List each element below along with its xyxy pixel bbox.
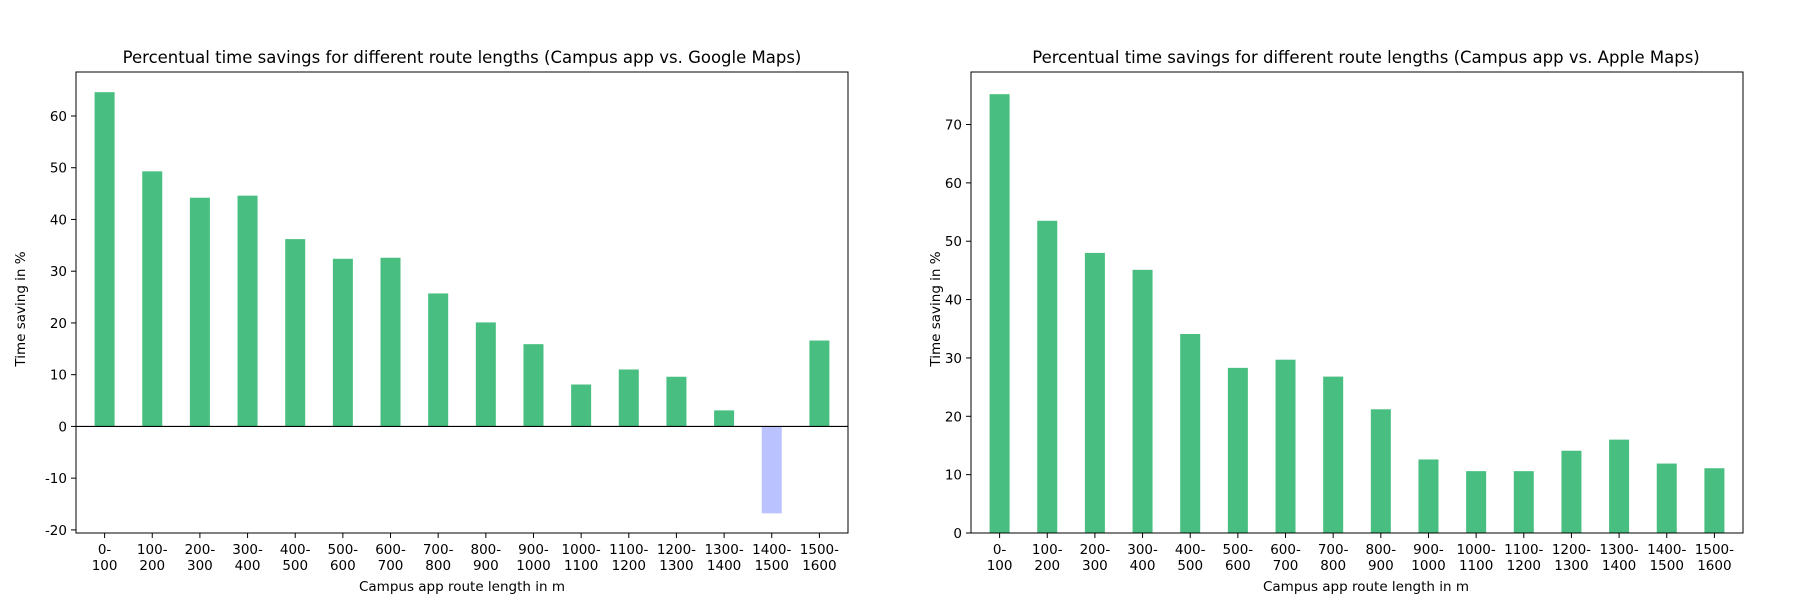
x-tick-label: 1500-1600 [1695,542,1734,574]
bar [1323,376,1344,533]
plot-area-google: -20 -10 0 10 20 30 40 50 60 0-100 100-200 200-300 30… [45,71,849,574]
x-tick-label: 1300-1400 [1599,542,1638,574]
x-tick-label: 1100-1200 [1504,542,1543,574]
y-tick-label: 60 [945,176,962,192]
bar [1418,459,1439,533]
bar [1275,359,1296,533]
x-tick-label: 300-400 [1127,542,1158,574]
x-tick-label: 900-1000 [516,542,550,574]
x-tick-label: 0-100 [92,542,118,574]
x-tick-label: 400-500 [280,542,311,574]
chart-panel-apple: Percentual time savings for different ro… [928,48,1744,595]
x-tick-label: 700-800 [1318,542,1349,574]
x-tick-label: 100-200 [137,542,168,574]
bar [1561,450,1582,533]
x-tick-label: 600-700 [1270,542,1301,574]
bar [618,369,639,427]
y-tick-label: -20 [45,523,67,539]
x-tick-label: 500-600 [1223,542,1254,574]
y-axis-label: Time saving in % [13,251,29,367]
x-axis-label: Campus app route length in m [1263,579,1469,595]
x-tick-label: 1200-1300 [1552,542,1591,574]
y-tick-label: 30 [945,351,962,367]
x-tick-label: 700-800 [423,542,454,574]
bar [237,195,258,427]
bar [1180,334,1201,533]
y-tick-label: 70 [945,118,962,134]
bar [380,257,401,427]
bar [428,293,449,427]
y-tick-label: 10 [50,368,67,384]
x-tick-label: 1000-1100 [1457,542,1496,574]
y-tick-label: 0 [953,526,962,542]
x-tick-label: 200-300 [185,542,216,574]
bar [94,92,115,427]
bar [1084,252,1105,533]
bar [332,258,353,427]
bar [1656,463,1677,533]
bar [1227,367,1248,533]
x-tick-label: 400-500 [1175,542,1206,574]
y-tick-label: 0 [58,419,67,435]
y-tick-label: 50 [945,234,962,250]
y-tick-label: 30 [50,264,67,280]
x-axis-label: Campus app route length in m [359,579,565,595]
x-tick-label: 300-400 [232,542,263,574]
y-tick-label: 20 [50,316,67,332]
x-tick-label: 200-300 [1080,542,1111,574]
bar [1370,409,1391,533]
plot-frame [75,71,849,534]
chart-title: Percentual time savings for different ro… [123,48,802,67]
x-tick-label: 500-600 [328,542,359,574]
bar [1609,439,1630,533]
x-tick-label: 900-1000 [1411,542,1445,574]
x-tick-label: 1200-1300 [657,542,696,574]
y-tick-label: 20 [945,409,962,425]
bar [1466,471,1487,533]
bar [714,410,735,427]
plot-frame [970,71,1744,534]
bar [189,197,210,427]
y-tick-label: -10 [45,471,67,487]
bar [761,426,782,514]
x-tick-label: 800-900 [1366,542,1397,574]
y-tick-label: 50 [50,161,67,177]
bar [989,94,1010,534]
x-tick-label: 800-900 [471,542,502,574]
y-axis-label: Time saving in % [928,251,944,367]
x-tick-label: 0-100 [987,542,1013,574]
y-tick-label: 40 [945,293,962,309]
x-tick-label: 1400-1500 [752,542,791,574]
x-tick-label: 1300-1400 [704,542,743,574]
bar [1513,471,1534,533]
bar [1132,269,1153,533]
bar [142,171,163,427]
bar [285,239,306,427]
x-tick-label: 1000-1100 [562,542,601,574]
bar [1704,468,1725,533]
plot-area-apple: 0 10 20 30 40 50 60 70 0-100 100-200 200-300 300-40… [945,71,1744,574]
bar [523,344,544,427]
bar [666,376,687,427]
y-tick-label: 10 [945,468,962,484]
x-tick-label: 1500-1600 [800,542,839,574]
bar [571,384,592,427]
chart-title: Percentual time savings for different ro… [1032,48,1700,67]
bar [475,322,496,427]
chart-panel-google: Percentual time savings for different ro… [13,48,849,595]
y-tick-label: 60 [50,109,67,125]
x-tick-label: 1400-1500 [1647,542,1686,574]
bar [1037,220,1058,534]
x-tick-label: 1100-1200 [609,542,648,574]
x-tick-label: 600-700 [375,542,406,574]
x-tick-label: 100-200 [1032,542,1063,574]
y-tick-label: 40 [50,212,67,228]
bar [809,340,830,427]
